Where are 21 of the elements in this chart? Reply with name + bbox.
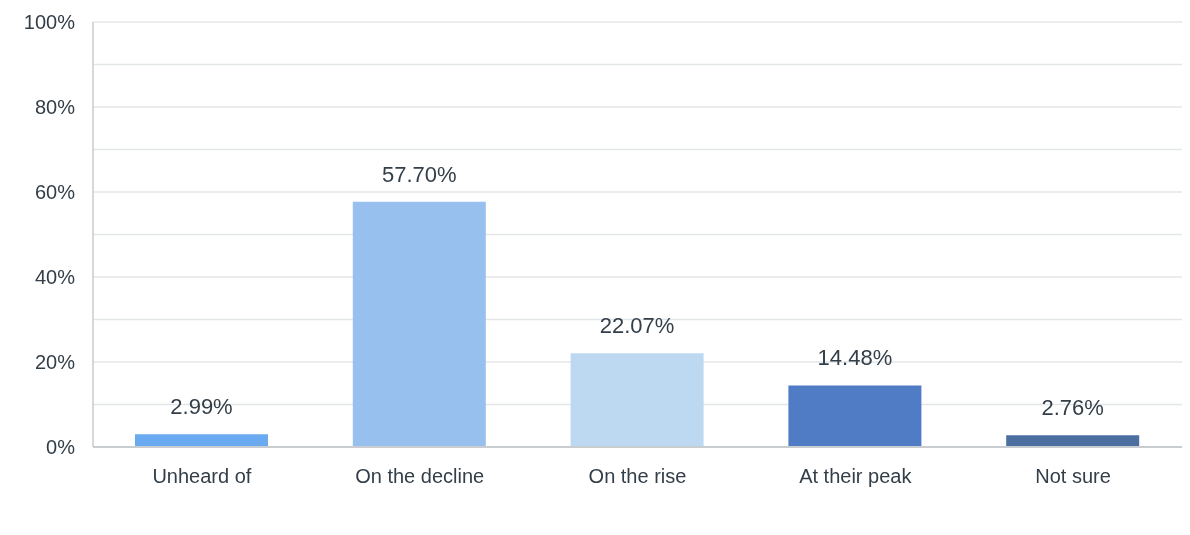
bar bbox=[135, 434, 268, 447]
x-tick-label: On the decline bbox=[355, 465, 485, 487]
bar bbox=[1006, 435, 1140, 447]
x-tick-label: Not sure bbox=[1035, 465, 1111, 487]
y-tick-label: 20% bbox=[34, 351, 76, 374]
data-label: 14.48% bbox=[817, 345, 893, 371]
y-tick-label: 80% bbox=[34, 96, 76, 119]
data-label: 2.99% bbox=[170, 394, 233, 420]
data-label: 22.07% bbox=[599, 313, 675, 339]
bar bbox=[788, 385, 922, 447]
bar bbox=[352, 201, 486, 447]
y-tick-label: 60% bbox=[34, 181, 76, 204]
y-tick-label: 0% bbox=[46, 436, 76, 459]
data-label: 2.76% bbox=[1041, 395, 1104, 421]
x-tick-label: Unheard of bbox=[152, 465, 252, 487]
data-label: 57.70% bbox=[381, 161, 457, 187]
x-tick-label: On the rise bbox=[588, 465, 687, 487]
x-tick-label: At their peak bbox=[799, 465, 913, 487]
bar bbox=[570, 353, 704, 447]
y-tick-label: 40% bbox=[34, 266, 76, 289]
y-tick-label: 100% bbox=[23, 11, 76, 34]
